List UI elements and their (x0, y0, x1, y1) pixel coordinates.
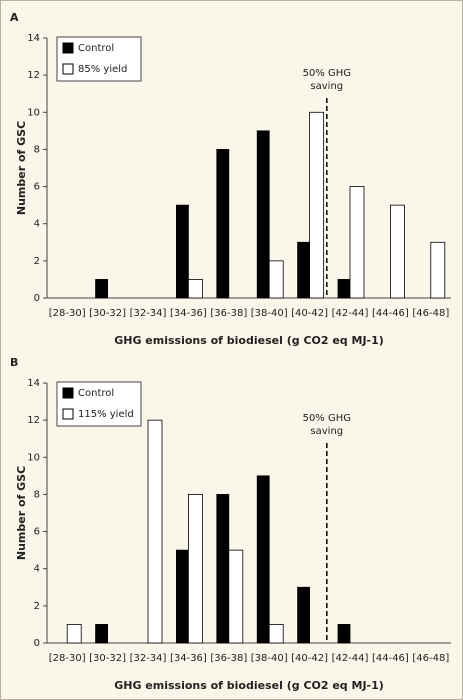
bar (256, 130, 270, 299)
bar (216, 149, 230, 299)
bar (337, 624, 351, 644)
bar (187, 279, 203, 299)
bar (228, 549, 244, 644)
x-tick-label: [46-48] (412, 308, 449, 319)
panel-label: B (10, 356, 18, 369)
y-tick-label: 4 (34, 219, 40, 230)
annotation: saving (310, 81, 343, 92)
bar (66, 624, 82, 644)
y-tick-label: 10 (27, 452, 40, 463)
y-tick-label: 6 (34, 182, 40, 193)
x-tick-label: [40-42] (291, 653, 328, 664)
bar (297, 241, 311, 299)
x-tick-label: [34-36] (170, 308, 207, 319)
bar (216, 494, 230, 644)
legend-swatch (62, 387, 74, 399)
y-tick-label: 8 (34, 489, 40, 500)
legend-swatch (62, 63, 74, 75)
bar (147, 419, 163, 644)
x-tick-label: [38-40] (251, 653, 288, 664)
x-tick-label: [32-34] (130, 653, 167, 664)
legend-swatch (62, 408, 74, 420)
y-tick-label: 10 (27, 107, 40, 118)
bar (309, 111, 325, 299)
x-tick-label: [30-32] (89, 308, 126, 319)
bar (389, 204, 405, 299)
x-tick-label: [40-42] (291, 308, 328, 319)
x-tick-label: [42-44] (332, 308, 369, 319)
bar (430, 241, 446, 299)
panel-label: A (10, 11, 19, 24)
bar (175, 204, 189, 299)
x-tick-label: [38-40] (251, 308, 288, 319)
x-tick-label: [28-30] (49, 308, 86, 319)
annotation: 50% GHG (303, 413, 351, 424)
bar (297, 586, 311, 644)
x-tick-label: [34-36] (170, 653, 207, 664)
bar (187, 494, 203, 644)
y-tick-label: 2 (34, 256, 40, 267)
legend-swatch (62, 42, 74, 54)
y-tick-label: 14 (27, 33, 40, 44)
x-tick-label: [44-46] (372, 308, 409, 319)
y-tick-label: 0 (34, 293, 40, 304)
legend-label: 85% yield (78, 64, 127, 75)
x-tick-label: [32-34] (130, 308, 167, 319)
x-tick-label: [46-48] (412, 653, 449, 664)
bar (268, 260, 284, 299)
legend-label: 115% yield (78, 409, 134, 420)
x-tick-label: [36-38] (210, 653, 247, 664)
y-tick-label: 4 (34, 564, 40, 575)
annotation: saving (310, 426, 343, 437)
bar (95, 624, 108, 644)
y-axis-title: Number of GSC (15, 121, 28, 215)
bar (349, 186, 365, 299)
y-tick-label: 14 (27, 378, 40, 389)
bar (175, 549, 189, 644)
bar (256, 475, 270, 644)
y-tick-label: 2 (34, 601, 40, 612)
x-tick-label: [30-32] (89, 653, 126, 664)
x-tick-label: [42-44] (332, 653, 369, 664)
legend-label: Control (78, 388, 114, 399)
x-axis-title: GHG emissions of biodiesel (g CO2 eq MJ-… (114, 679, 384, 692)
x-axis-title: GHG emissions of biodiesel (g CO2 eq MJ-… (114, 334, 384, 347)
y-tick-label: 0 (34, 638, 40, 649)
y-tick-label: 6 (34, 527, 40, 538)
y-axis-title: Number of GSC (15, 466, 28, 560)
legend-label: Control (78, 43, 114, 54)
x-tick-label: [36-38] (210, 308, 247, 319)
bar (337, 279, 351, 299)
x-tick-label: [44-46] (372, 653, 409, 664)
bar (268, 624, 284, 644)
bar (95, 279, 108, 299)
x-tick-label: [28-30] (49, 653, 86, 664)
y-tick-label: 8 (34, 144, 40, 155)
y-tick-label: 12 (27, 415, 40, 426)
y-tick-label: 12 (27, 70, 40, 81)
annotation: 50% GHG (303, 68, 351, 79)
